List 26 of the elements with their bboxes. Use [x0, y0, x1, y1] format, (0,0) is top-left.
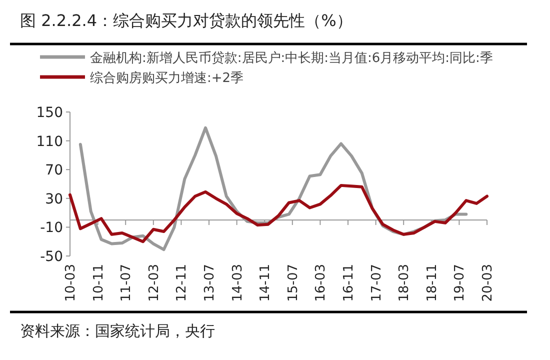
x-tick-label: 14-03 — [230, 264, 246, 302]
title: 图 2.2.2.4：综合购买力对贷款的领先性（%） — [20, 11, 352, 30]
x-tick-label: 18-11 — [424, 264, 440, 302]
x-tick-label: 13-07 — [202, 264, 218, 302]
y-tick-label: 150 — [36, 105, 63, 121]
x-tick-label: 10-03 — [64, 264, 78, 302]
x-tick-label: 20-03 — [480, 264, 496, 302]
y-tick-label: 70 — [45, 162, 63, 179]
x-tick-label: 19-07 — [452, 264, 468, 302]
x-tick-label: 18-03 — [397, 264, 412, 302]
x-tick-label: 11-07 — [119, 264, 134, 302]
y-tick-label: -10 — [40, 220, 63, 236]
x-tick-label: 16-11 — [342, 264, 356, 302]
y-tick-label: -50 — [40, 249, 63, 265]
x-tick-label: 15-07 — [286, 264, 301, 302]
x-tick-label: 16-03 — [314, 264, 329, 302]
y-tick-label: 110 — [36, 134, 63, 150]
x-tick-label: 14-11 — [258, 264, 274, 302]
x-tick-label: 10-11 — [91, 264, 106, 302]
legend-label: 金融机构:新增人民币贷款:居民户:中长期:当月值:6月移动平均:同比:季 — [90, 51, 493, 66]
x-tick-label: 17-07 — [369, 264, 384, 302]
legend-label: 综合购房购买力增速:+2季 — [90, 70, 244, 86]
x-tick-label: 12-11 — [174, 264, 190, 302]
text: 资料来源：国家统计局，央行 — [20, 322, 215, 340]
y-tick-label: 30 — [45, 191, 63, 208]
x-tick-label: 12-03 — [146, 264, 162, 302]
